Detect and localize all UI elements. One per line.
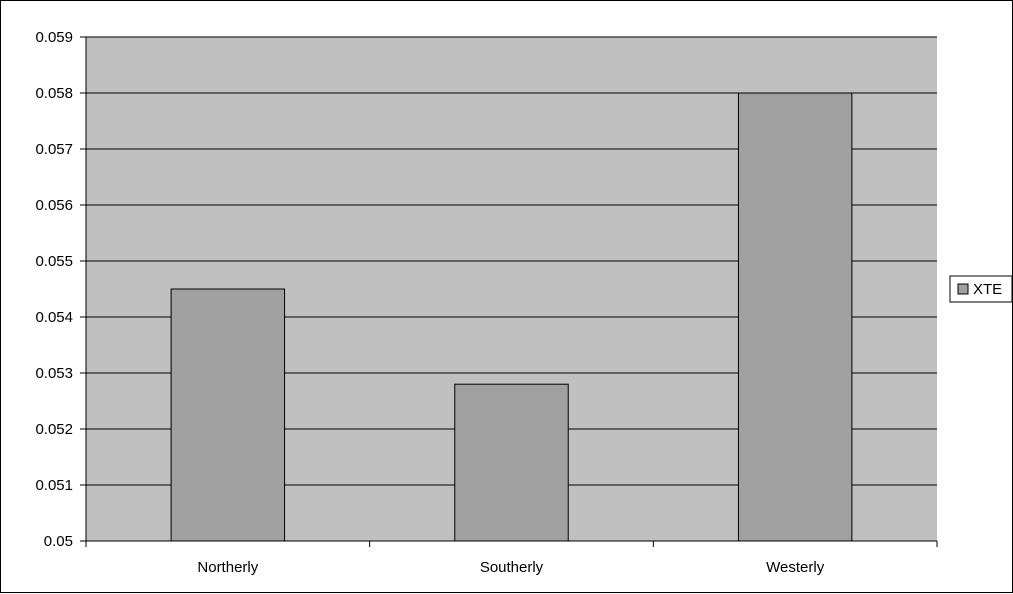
- y-tick-label: 0.057: [35, 141, 73, 158]
- x-tick-label: Southerly: [480, 559, 544, 576]
- legend-label: XTE: [973, 281, 1002, 298]
- bar-southerly: [454, 383, 569, 542]
- y-tick-label: 0.059: [35, 29, 73, 46]
- legend: XTE: [949, 275, 1013, 303]
- x-tick-labels: Northerly Southerly Westerly: [197, 559, 824, 576]
- bar-westerly: [737, 92, 853, 542]
- y-tick-label: 0.052: [35, 421, 73, 438]
- x-tick-label: Northerly: [197, 559, 258, 576]
- y-tick-labels: 0.05 0.051 0.052 0.053 0.054 0.055 0.056 0.057 0…: [35, 29, 73, 550]
- y-tick-label: 0.056: [35, 197, 73, 214]
- legend-swatch: [957, 283, 969, 295]
- legend-box: [949, 275, 1013, 303]
- bar-northerly: [170, 288, 286, 542]
- y-tick-label: 0.051: [35, 477, 73, 494]
- axes: [80, 36, 938, 547]
- x-tick-label: Westerly: [766, 559, 825, 576]
- y-tick-label: 0.053: [35, 365, 73, 382]
- y-tick-label: 0.054: [35, 309, 73, 326]
- y-tick-label: 0.05: [44, 533, 73, 550]
- y-tick-label: 0.058: [35, 85, 73, 102]
- bars: [170, 92, 853, 542]
- y-tick-label: 0.055: [35, 253, 73, 270]
